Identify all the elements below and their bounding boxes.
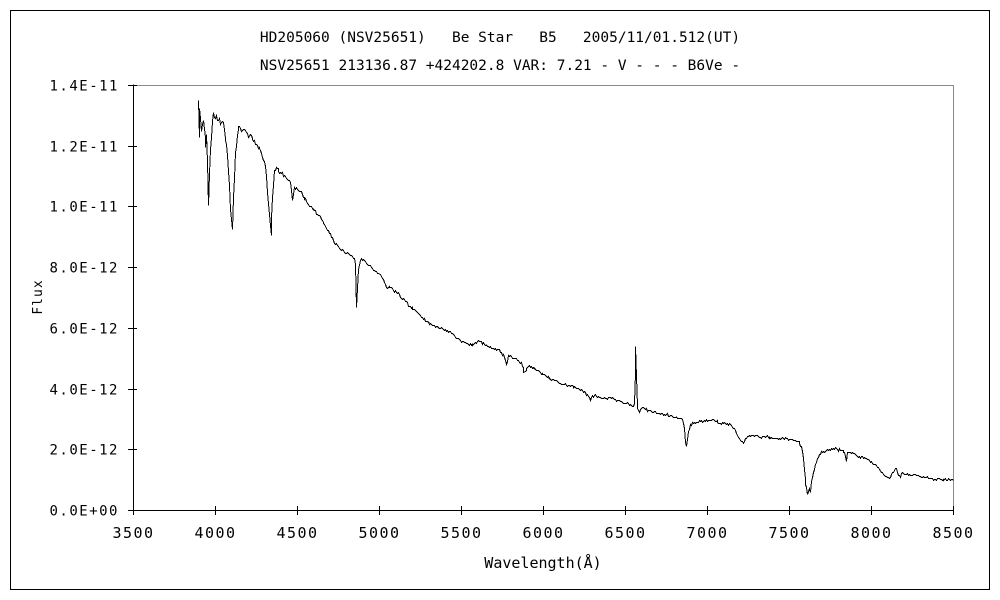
x-tick-label: 4000 [194, 524, 236, 542]
x-tick-label: 3500 [112, 524, 154, 542]
x-tick-label: 8000 [850, 524, 892, 542]
plot-area-border [133, 85, 954, 511]
y-tick-label: 0.0E+00 [49, 504, 119, 520]
x-tick-label: 6000 [522, 524, 564, 542]
spectrum-line [198, 100, 954, 495]
x-tick-label: 4500 [276, 524, 318, 542]
x-tick-label: 7500 [768, 524, 810, 542]
y-tick-label: 2.0E-12 [49, 443, 119, 459]
y-axis-ticks: 0.0E+00 2.0E-12 4.0E-12 6.0E-12 8.0E-12 1.0E-… [49, 79, 137, 520]
x-tick-label: 6500 [604, 524, 646, 542]
x-tick-label: 7000 [686, 524, 728, 542]
y-tick-label: 1.2E-11 [49, 140, 119, 156]
y-tick-label: 6.0E-12 [49, 322, 119, 338]
y-tick-label: 1.0E-11 [49, 200, 119, 216]
y-tick-label: 1.4E-11 [49, 79, 119, 95]
axes [133, 84, 954, 511]
x-axis-ticks: 3500 4000 4500 5000 5500 6000 6500 7000 7500 8000… [112, 506, 974, 542]
y-tick-label: 8.0E-12 [49, 261, 119, 277]
x-tick-label: 8500 [932, 524, 974, 542]
x-tick-label: 5000 [358, 524, 400, 542]
y-axis-title: Flux [31, 279, 46, 314]
chart-title: HD205060 (NSV25651) Be Star B5 2005/11/0… [259, 30, 741, 46]
x-axis-title: Wavelength(Å) [484, 553, 601, 572]
y-tick-label: 4.0E-12 [49, 383, 119, 399]
x-tick-label: 5500 [440, 524, 482, 542]
chart-subtitle: NSV25651 213136.87 +424202.8 VAR: 7.21 -… [259, 58, 741, 74]
